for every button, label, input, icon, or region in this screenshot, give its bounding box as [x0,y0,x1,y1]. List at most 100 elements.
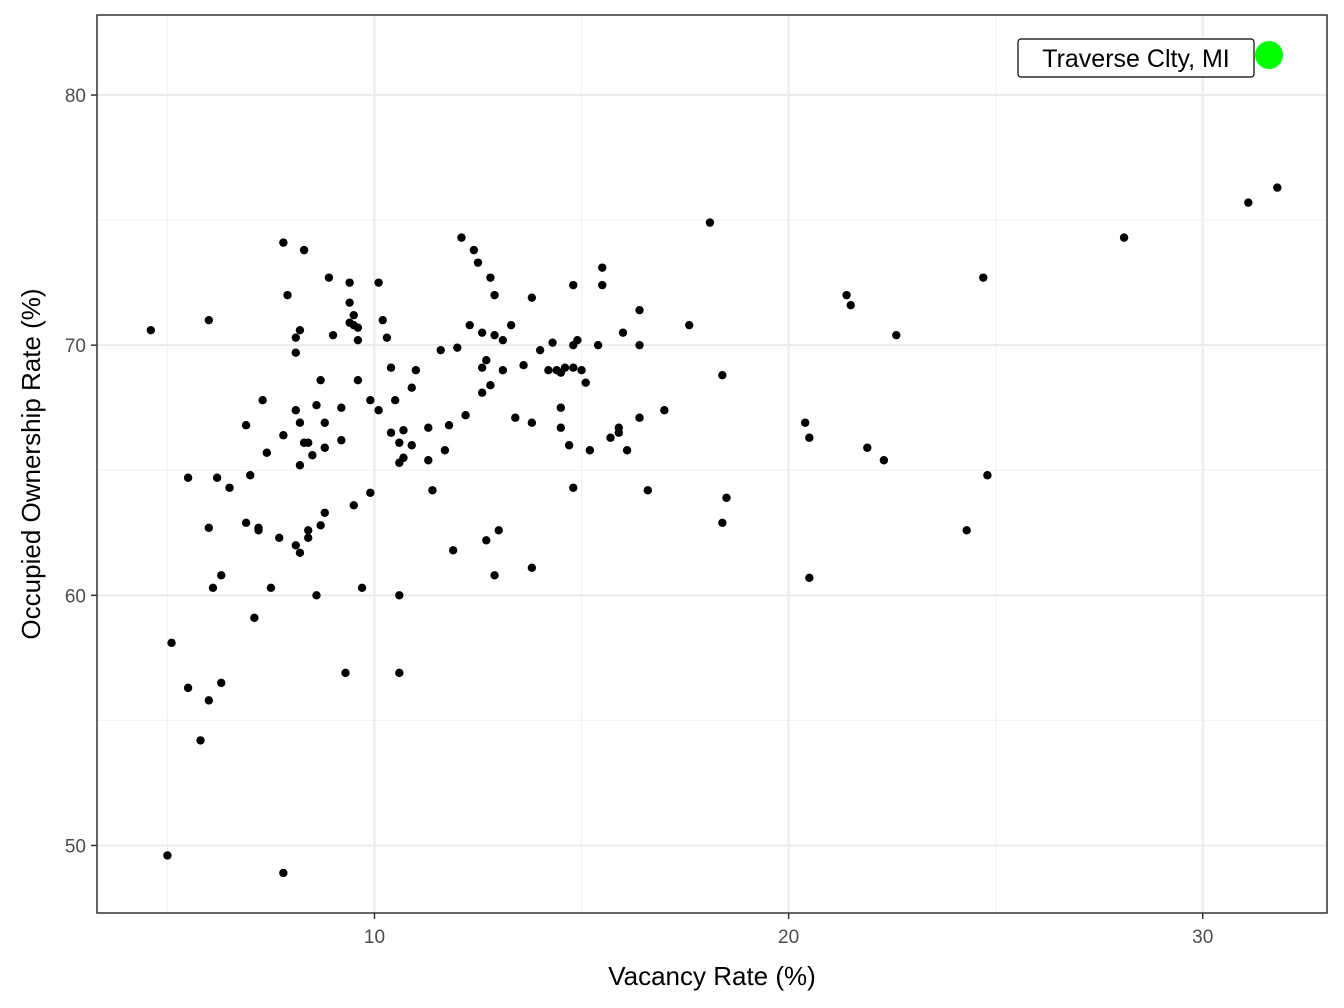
data-point [312,401,321,410]
data-point [482,355,491,365]
data-point [482,536,491,545]
data-point [337,436,346,445]
data-point [705,218,715,227]
data-point [569,363,578,372]
data-point [374,406,383,415]
data-point [490,571,499,580]
data-point [217,678,226,688]
data-point [399,453,408,462]
data-point [378,315,387,325]
data-point [217,571,226,580]
data-point [477,328,487,337]
data-point [548,338,557,347]
data-point [204,523,214,532]
data-point [527,418,537,427]
data-point [295,418,305,427]
data-point [266,583,276,593]
data-point [395,591,404,600]
data-point [324,273,334,282]
data-point [353,335,363,345]
data-point [258,396,267,405]
y-tick-label: 80 [65,86,86,107]
data-point [353,376,363,385]
data-point [1119,233,1129,242]
data-point [316,521,325,530]
data-point [863,443,872,452]
axis-ticks: 10 20 30 50 60 70 80 [65,86,1213,948]
data-point [279,238,288,247]
data-point [622,446,632,455]
data-point [254,523,263,532]
data-point [527,563,537,573]
data-point [395,668,404,678]
data-point [407,441,416,450]
data-point [411,365,421,375]
data-point [304,438,313,447]
data-point [556,403,566,412]
data-point [511,413,520,422]
data-point [295,548,305,557]
data-point [204,696,214,705]
plot-border [96,14,1328,914]
data-point [428,486,437,495]
data-point [718,371,727,380]
data-point [225,483,234,492]
x-tick-label: 20 [778,927,799,948]
data-point [386,363,396,372]
data-point [983,471,992,480]
x-tick-label: 10 [364,927,385,948]
data-point [283,290,292,300]
data-point [424,423,433,432]
data-point [457,233,466,242]
data-point [183,473,193,482]
data-point [196,736,205,745]
data-point [800,418,810,427]
data-point [685,320,694,330]
data-point [291,348,300,357]
data-point [585,446,595,455]
data-point [246,471,255,480]
data-point [366,488,375,497]
data-point [979,273,988,282]
data-point [146,325,156,335]
data-point [328,330,338,340]
data-point [498,365,508,375]
data-point [573,335,582,345]
data-point [556,423,566,432]
data-point [212,473,222,482]
data-point [291,541,300,550]
data-point [593,340,603,350]
data-point [366,396,375,405]
data-point [208,583,218,593]
x-axis-title: Vacancy Rate (%) [608,961,816,991]
data-point [250,613,259,623]
data-point [486,381,495,390]
data-point [598,263,607,272]
y-axis-title: Occupied Ownership Rate (%) [16,288,46,639]
data-point [353,323,363,332]
data-point [718,518,727,527]
data-point [962,526,971,535]
data-point [598,280,607,290]
data-point [399,426,408,435]
y-tick-label: 70 [65,336,86,357]
data-point [569,483,578,492]
data-point [241,421,251,430]
data-point [295,461,305,470]
data-point [498,335,508,345]
data-point [316,376,325,385]
data-point [494,526,503,535]
data-point [275,533,284,542]
data-point [448,546,458,555]
data-point [527,293,537,302]
data-point [444,421,454,430]
data-point [349,310,358,320]
data-point [299,245,309,255]
data-point [262,448,271,457]
data-point [535,345,545,355]
data-point [1244,198,1253,207]
data-point [167,638,176,648]
data-point [477,363,487,372]
data-point [345,298,354,307]
plot-panel [97,15,1327,913]
